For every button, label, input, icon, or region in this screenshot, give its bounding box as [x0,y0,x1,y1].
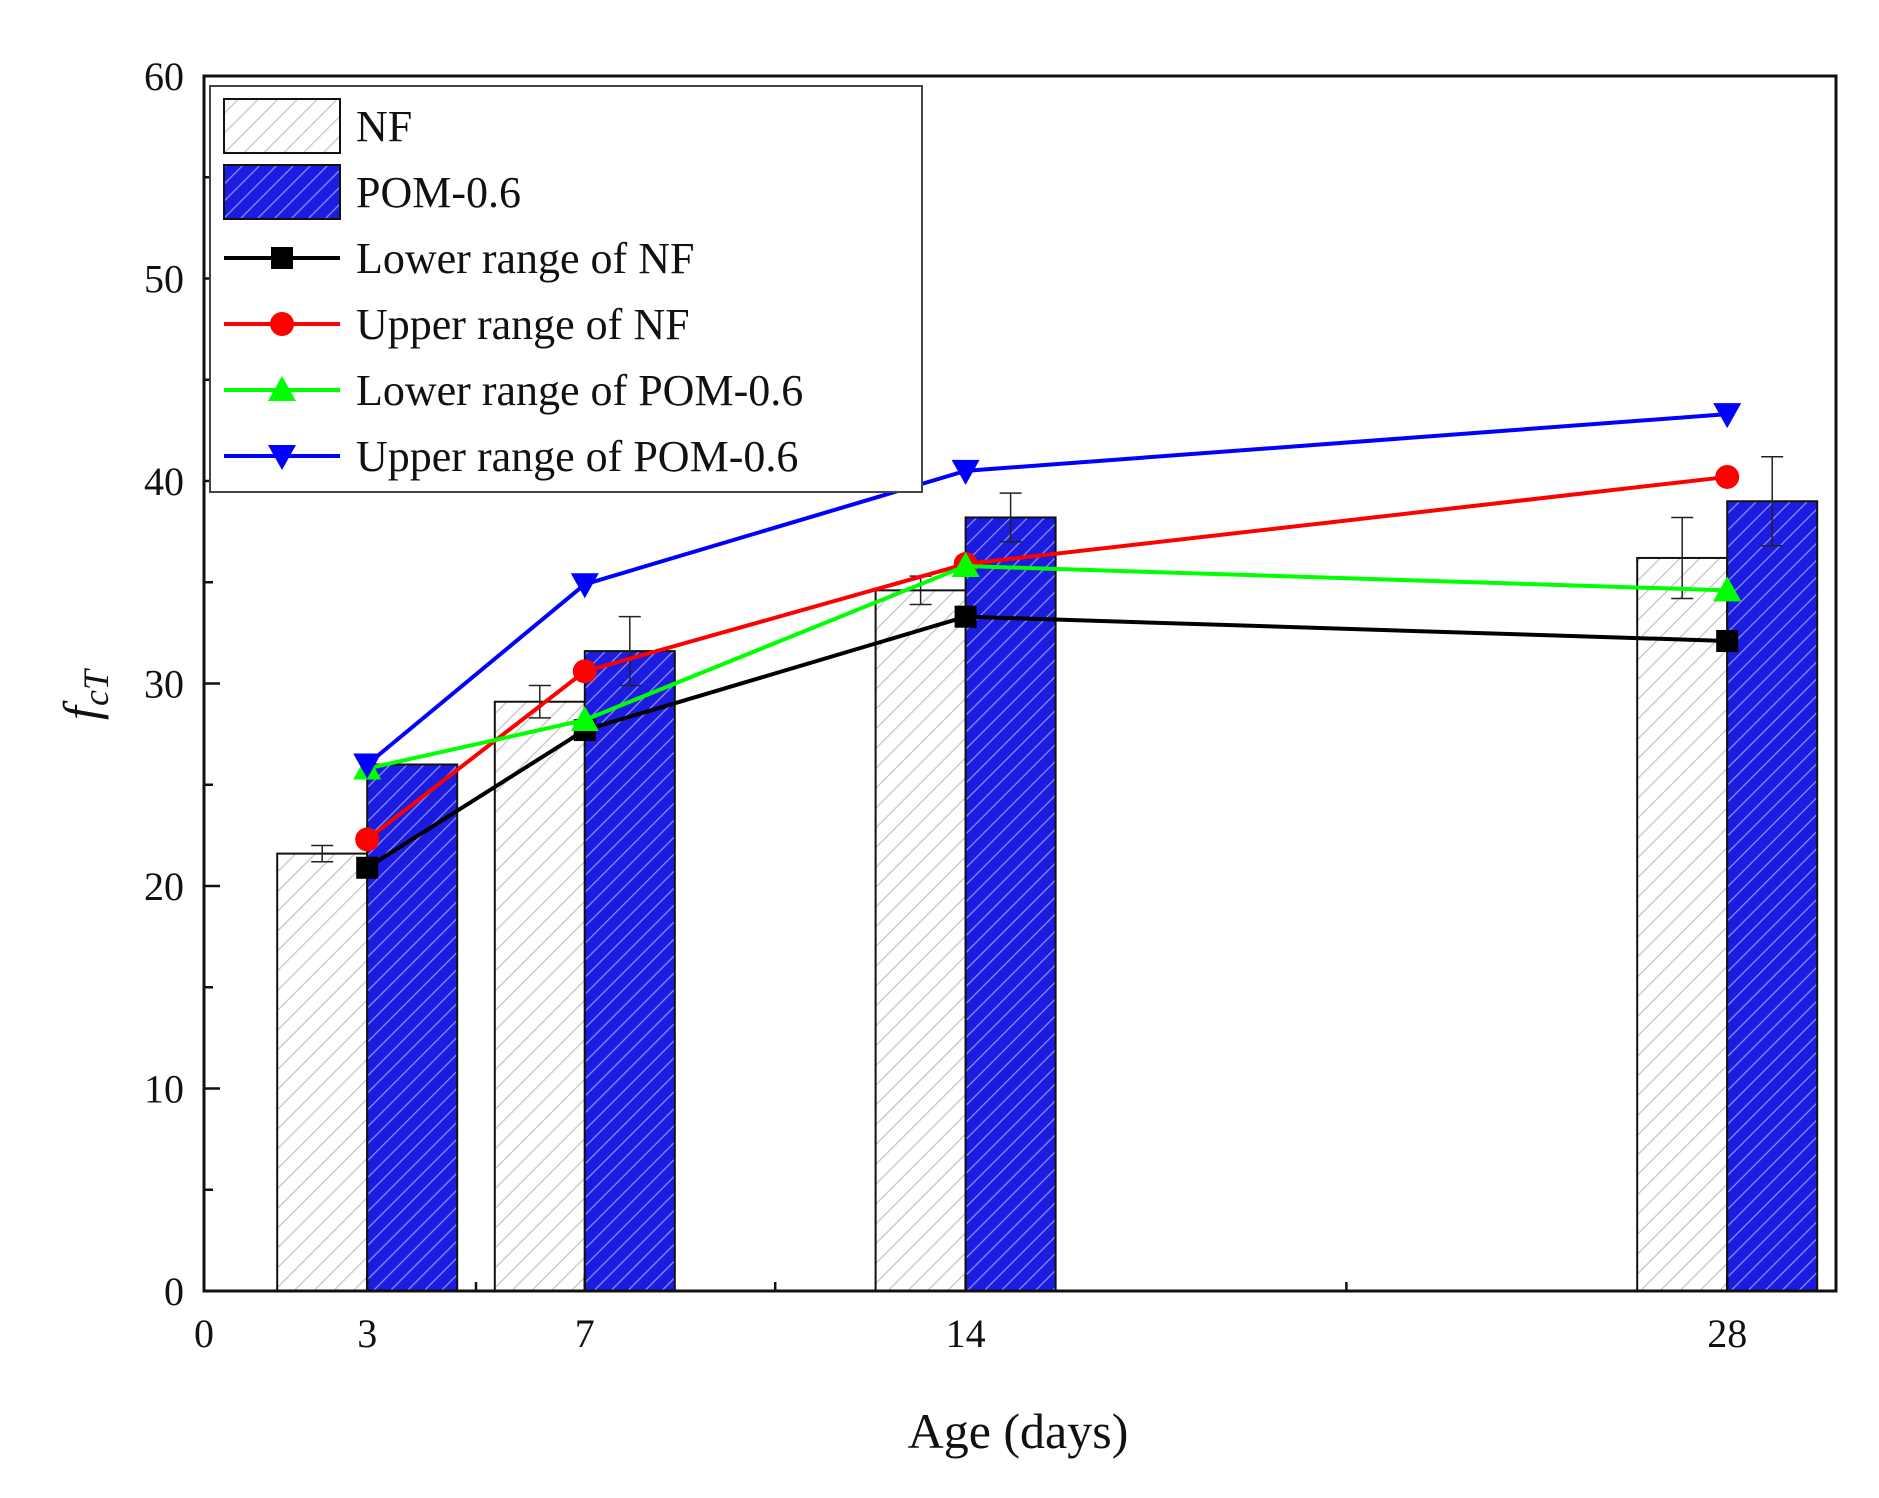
x-tick-label-0: 0 [194,1311,214,1356]
bar-pom-0-6-day-28 [1726,500,1819,1292]
x-axis-title: Age (days) [908,1403,1129,1459]
bar-pom-0-6-day-14 [964,516,1057,1292]
ticks-layer: 0 10 20 30 40 50 60 0 3 7 14 28 [144,54,1747,1356]
lines-layer [353,403,1742,879]
legend-label-upper-range-of-pom-0-6: Upper range of POM-0.6 [356,432,798,481]
y-tick-label-10: 10 [144,1067,184,1112]
y-axis-title: fcT [53,667,116,720]
legend-label-lower-range-of-nf: Lower range of NF [356,234,694,283]
y-tick-label-60: 60 [144,54,184,99]
bar-nf-day-14 [874,589,967,1292]
line-lower-range-of-pom-0-6 [366,564,1728,771]
x-tick-label-28: 28 [1707,1311,1747,1356]
y-tick-label-50: 50 [144,257,184,302]
bar-pom-0-6-day-7 [583,650,676,1292]
point-upper-range-of-pom-0-6-day-14 [951,459,980,485]
error-bar-nf-day-7 [528,684,551,719]
legend-swatch-nf [223,98,341,154]
point-upper-range-of-nf-day-7 [572,659,597,684]
y-tick-label-40: 40 [144,459,184,504]
bar-nf-day-7 [493,700,586,1292]
legend-marker-lower-range-of-pom-0-6 [268,376,296,401]
legend-swatch-pom-0-6 [223,164,341,220]
legend-label-pom-0-6: POM-0.6 [356,168,521,217]
error-bars-layer [311,455,1784,863]
legend-label-nf: NF [356,102,412,151]
x-tick-label-7: 7 [575,1311,595,1356]
legend-label-upper-range-of-nf: Upper range of NF [356,300,690,349]
legend-marker-upper-range-of-pom-0-6 [268,445,296,470]
legend-label-lower-range-of-pom-0-6: Lower range of POM-0.6 [356,366,803,415]
line-upper-range-of-pom-0-6 [365,412,1728,767]
y-tick-label-30: 30 [144,662,184,707]
bar-nf-day-28 [1636,556,1729,1292]
legend-marker-lower-range-of-nf [271,247,293,269]
point-lower-range-of-nf-day-14 [954,605,977,628]
point-lower-range-of-pom-0-6-day-28 [1713,576,1742,602]
x-tick-label-14: 14 [946,1311,986,1356]
y-axis-title-sub: cT [76,667,116,706]
error-bar-pom-0-6-day-7 [618,615,641,687]
line-lower-range-of-nf [366,614,1728,870]
bar-nf-day-3 [276,852,369,1292]
point-upper-range-of-nf-day-28 [1715,464,1740,489]
legend-marker-upper-range-of-nf [270,312,294,336]
error-bar-pom-0-6-day-14 [999,492,1022,543]
point-upper-range-of-nf-day-3 [355,827,380,852]
error-bar-nf-day-28 [1671,516,1694,600]
x-tick-label-3: 3 [357,1311,377,1356]
error-bar-nf-day-3 [311,844,334,863]
line-upper-range-of-nf [365,474,1728,842]
point-lower-range-of-nf-day-28 [1716,629,1739,652]
point-lower-range-of-pom-0-6-day-14 [951,552,980,578]
bars-layer [276,500,1819,1292]
point-upper-range-of-pom-0-6-day-7 [570,573,599,599]
y-tick-label-0: 0 [164,1269,184,1314]
y-tick-label-20: 20 [144,864,184,909]
legend: NF POM-0.6 Lower range of NF Upper range of… [209,85,923,493]
point-lower-range-of-nf-day-3 [356,856,379,879]
point-upper-range-of-pom-0-6-day-3 [353,753,382,779]
point-upper-range-of-pom-0-6-day-28 [1713,403,1742,429]
point-lower-range-of-pom-0-6-day-7 [570,705,599,731]
bar-pom-0-6-day-3 [366,763,459,1292]
error-bar-pom-0-6-day-28 [1761,455,1784,547]
